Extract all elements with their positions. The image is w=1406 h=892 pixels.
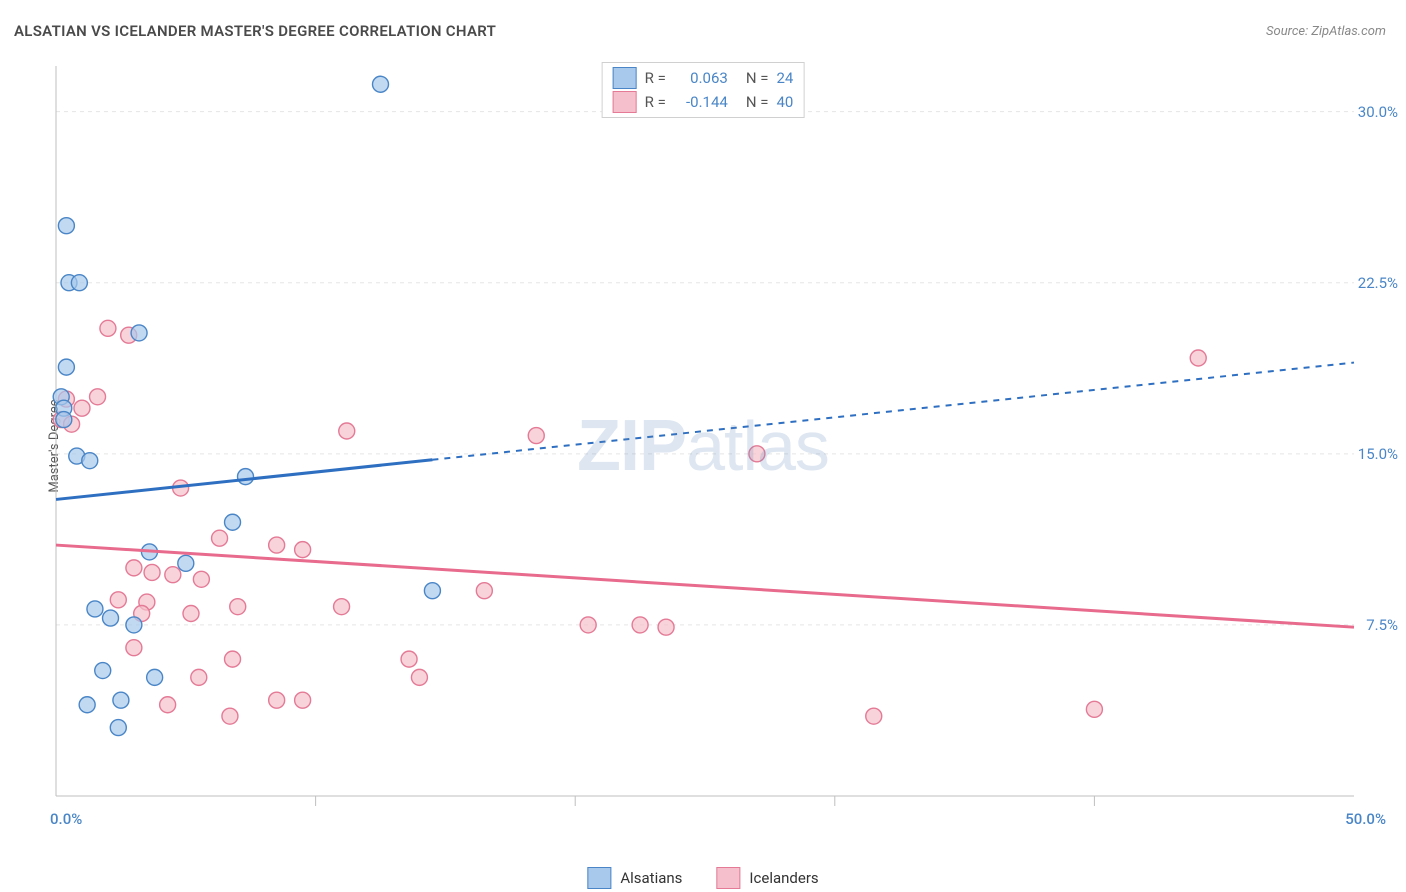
x-axis-start-label: 0.0% bbox=[50, 810, 82, 828]
chart-title: ALSATIAN VS ICELANDER MASTER'S DEGREE CO… bbox=[14, 22, 496, 40]
legend-bottom-icelanders: Icelanders bbox=[716, 867, 818, 889]
scatter-plot bbox=[50, 60, 1360, 830]
legend-n-label: N = bbox=[746, 69, 769, 87]
legend-r-value: -0.144 bbox=[674, 93, 728, 111]
legend-swatch-icelanders bbox=[613, 91, 637, 113]
axis-tick-label: 30.0% bbox=[1358, 103, 1398, 121]
legend-swatch-alsatians bbox=[587, 867, 611, 889]
legend-top-row-0: R = 0.063 N = 24 bbox=[613, 67, 794, 89]
legend-r-label: R = bbox=[645, 69, 666, 87]
legend-label: Icelanders bbox=[749, 869, 818, 887]
legend-swatch-icelanders bbox=[716, 867, 740, 889]
axis-tick-label: 7.5% bbox=[1366, 616, 1398, 634]
legend-r-value: 0.063 bbox=[674, 69, 728, 87]
legend-bottom: Alsatians Icelanders bbox=[587, 867, 818, 889]
legend-bottom-alsatians: Alsatians bbox=[587, 867, 682, 889]
legend-top: R = 0.063 N = 24 R = -0.144 N = 40 bbox=[602, 62, 805, 118]
legend-top-row-1: R = -0.144 N = 40 bbox=[613, 91, 794, 113]
legend-n-value: 24 bbox=[776, 69, 793, 87]
legend-label: Alsatians bbox=[620, 869, 682, 887]
axis-tick-label: 15.0% bbox=[1358, 445, 1398, 463]
legend-n-label: N = bbox=[746, 93, 769, 111]
legend-r-label: R = bbox=[645, 93, 666, 111]
legend-n-value: 40 bbox=[776, 93, 793, 111]
axis-tick-label: 22.5% bbox=[1358, 274, 1398, 292]
legend-swatch-alsatians bbox=[613, 67, 637, 89]
x-axis-end-label: 50.0% bbox=[1345, 810, 1386, 828]
source-label: Source: ZipAtlas.com bbox=[1266, 24, 1386, 39]
